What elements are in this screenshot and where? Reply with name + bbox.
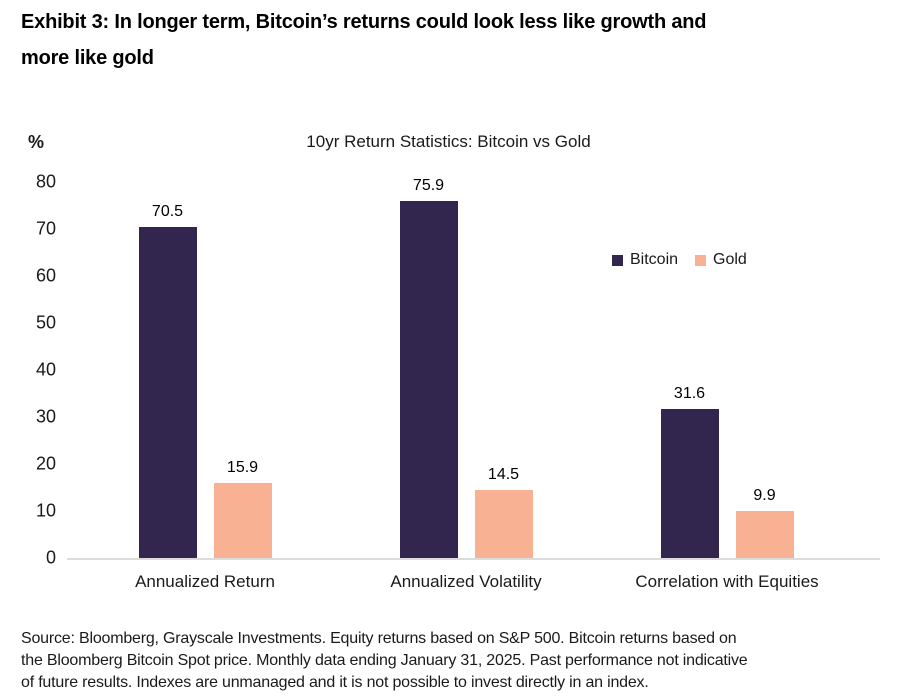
legend-item-gold: Gold [695,251,747,269]
x-axis-label: Annualized Volatility [390,572,542,591]
legend-item-bitcoin: Bitcoin [612,251,678,269]
y-tick-label: 40 [35,359,56,380]
y-tick-label: 20 [35,453,56,474]
legend: Bitcoin Gold [612,251,747,269]
gold-swatch-icon [695,254,707,266]
y-axis-unit-label: % [28,132,45,152]
bar-bitcoin [138,226,197,558]
x-axis-label: Correlation with Equities [635,572,819,591]
legend-label-bitcoin: Bitcoin [630,251,679,268]
y-tick-label: 80 [35,171,56,192]
y-tick-label: 50 [35,312,56,333]
y-tick-label: 10 [35,500,56,521]
x-axis-labels: Annualized Return Annualized Volatility Co… [0,572,897,596]
bar-gold [213,483,272,558]
y-axis-ticks: 0 10 20 30 40 50 60 70 80 [0,172,56,568]
exhibit-title-line2: more like gold [21,47,154,69]
y-tick-label: 70 [35,218,56,239]
y-tick-label: 60 [35,265,56,286]
bar-gold [474,489,533,558]
source-line: of future results. Indexes are unmanaged… [21,674,649,691]
bar-value-label: 31.6 [673,385,706,403]
bar-value-label: 15.9 [226,459,259,477]
bar-value-label: 75.9 [412,177,445,195]
source-note: Source: Bloomberg, Grayscale Investments… [21,628,748,694]
bar-bitcoin [660,409,719,558]
exhibit-title: Exhibit 3: In longer term, Bitcoin’s ret… [21,4,706,76]
y-tick-label: 30 [35,406,56,427]
bar-value-label: 14.5 [487,465,520,483]
plot-area: 70.5 15.9 75.9 14.5 31.6 9.9 [67,177,880,560]
source-line: Source: Bloomberg, Grayscale Investments… [21,630,737,647]
bar-gold [735,511,794,558]
bar-value-label: 9.9 [753,487,776,505]
x-axis-label: Annualized Return [135,572,275,591]
bar-bitcoin [399,201,458,558]
bar-value-label: 70.5 [151,202,184,220]
exhibit-title-line1: Exhibit 3: In longer term, Bitcoin’s ret… [21,11,707,33]
source-line: the Bloomberg Bitcoin Spot price. Monthl… [21,652,748,669]
chart-title: 10yr Return Statistics: Bitcoin vs Gold [306,132,591,151]
y-tick-label: 0 [45,547,56,568]
legend-label-gold: Gold [713,251,747,268]
bitcoin-swatch-icon [612,254,623,266]
